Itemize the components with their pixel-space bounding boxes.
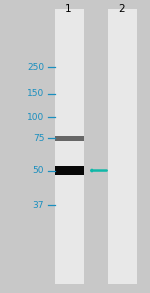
Text: 2: 2: [118, 4, 125, 14]
Text: 50: 50: [33, 166, 44, 175]
Text: 75: 75: [33, 134, 44, 143]
Text: 37: 37: [33, 201, 44, 209]
Bar: [55, 9, 84, 284]
Bar: [55, 166, 84, 175]
Text: 100: 100: [27, 113, 44, 122]
Text: 1: 1: [65, 4, 72, 14]
Bar: [108, 9, 137, 284]
Text: 150: 150: [27, 89, 44, 98]
Bar: [55, 136, 84, 141]
Text: 250: 250: [27, 63, 44, 72]
